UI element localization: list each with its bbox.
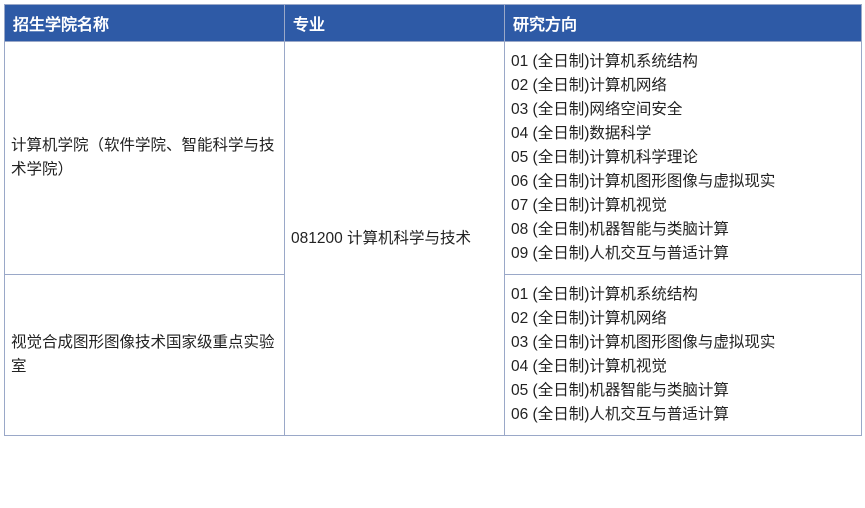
- col-header-direction: 研究方向: [505, 5, 862, 42]
- direction-item: 01 (全日制)计算机系统结构: [511, 283, 855, 307]
- direction-item: 02 (全日制)计算机网络: [511, 307, 855, 331]
- table-header-row: 招生学院名称 专业 研究方向: [5, 5, 862, 42]
- direction-item: 06 (全日制)人机交互与普适计算: [511, 403, 855, 427]
- direction-item: 05 (全日制)计算机科学理论: [511, 146, 855, 170]
- table-row: 计算机学院（软件学院、智能科学与技术学院） 081200 计算机科学与技术 01…: [5, 42, 862, 275]
- direction-item: 06 (全日制)计算机图形图像与虚拟现实: [511, 170, 855, 194]
- direction-item: 04 (全日制)计算机视觉: [511, 355, 855, 379]
- direction-item: 02 (全日制)计算机网络: [511, 74, 855, 98]
- cell-major: 081200 计算机科学与技术: [285, 42, 505, 436]
- cell-school: 计算机学院（软件学院、智能科学与技术学院）: [5, 42, 285, 275]
- direction-item: 09 (全日制)人机交互与普适计算: [511, 242, 855, 266]
- cell-directions: 01 (全日制)计算机系统结构02 (全日制)计算机网络03 (全日制)网络空间…: [505, 42, 862, 275]
- col-header-school: 招生学院名称: [5, 5, 285, 42]
- direction-item: 04 (全日制)数据科学: [511, 122, 855, 146]
- direction-item: 08 (全日制)机器智能与类脑计算: [511, 218, 855, 242]
- direction-item: 01 (全日制)计算机系统结构: [511, 50, 855, 74]
- direction-item: 03 (全日制)计算机图形图像与虚拟现实: [511, 331, 855, 355]
- col-header-major: 专业: [285, 5, 505, 42]
- direction-item: 05 (全日制)机器智能与类脑计算: [511, 379, 855, 403]
- cell-directions: 01 (全日制)计算机系统结构02 (全日制)计算机网络03 (全日制)计算机图…: [505, 275, 862, 436]
- direction-item: 03 (全日制)网络空间安全: [511, 98, 855, 122]
- admissions-table: 招生学院名称 专业 研究方向 计算机学院（软件学院、智能科学与技术学院） 081…: [4, 4, 862, 436]
- direction-item: 07 (全日制)计算机视觉: [511, 194, 855, 218]
- cell-school: 视觉合成图形图像技术国家级重点实验室: [5, 275, 285, 436]
